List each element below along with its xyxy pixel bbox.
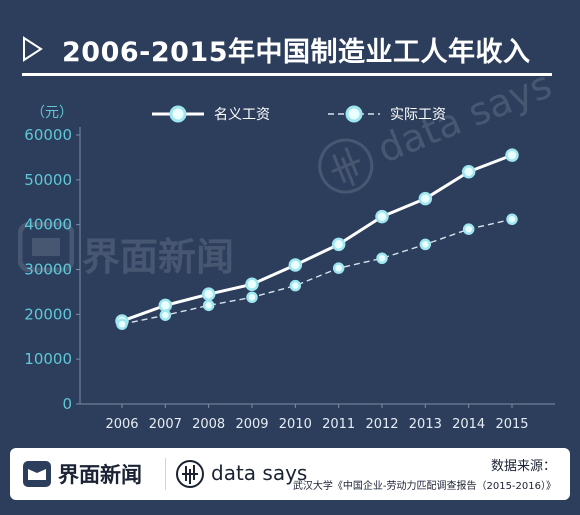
play-icon bbox=[23, 36, 43, 62]
data-point bbox=[461, 165, 476, 179]
footer-divider bbox=[165, 458, 166, 490]
data-point bbox=[201, 287, 216, 301]
jiemian-logo-icon bbox=[23, 461, 51, 487]
series-line-1 bbox=[121, 153, 513, 323]
datasays-name: data says bbox=[211, 461, 308, 485]
data-point bbox=[288, 258, 303, 272]
data-point bbox=[419, 238, 432, 251]
data-point bbox=[246, 291, 258, 304]
data-point bbox=[462, 223, 475, 235]
footer: 界面新闻 data says 数据来源： 武汉大学《中国企业-劳动力匹配调查报告… bbox=[10, 448, 570, 500]
data-point bbox=[332, 262, 345, 274]
x-tick-label: 2015 bbox=[495, 417, 528, 432]
data-point bbox=[331, 237, 346, 252]
data-point bbox=[505, 148, 519, 162]
x-tick-label: 2011 bbox=[322, 417, 355, 432]
data-point bbox=[158, 298, 173, 313]
x-tick-label: 2013 bbox=[409, 417, 442, 432]
title-underline bbox=[22, 73, 552, 76]
legend-label-2: 实际工资 bbox=[390, 107, 446, 123]
brand-name: 界面新闻 bbox=[58, 463, 142, 487]
y-tick-label: 60000 bbox=[24, 126, 72, 144]
y-tick-label: 0 bbox=[62, 395, 72, 413]
data-point bbox=[375, 209, 389, 224]
source-label: 数据来源： bbox=[490, 459, 556, 474]
y-axis-label: （元） bbox=[31, 105, 73, 121]
data-point bbox=[289, 279, 302, 292]
data-point bbox=[376, 252, 388, 265]
data-point bbox=[116, 318, 128, 330]
legend-label-1: 名义工资 bbox=[214, 107, 270, 123]
data-point bbox=[159, 309, 172, 321]
line-chart: 0 10000 20000 30000 40000 50000 60000 （元） 2006 20… bbox=[24, 105, 555, 432]
x-tick-label: 2010 bbox=[279, 417, 312, 432]
x-tick-label: 2014 bbox=[452, 417, 485, 432]
series-line-2 bbox=[121, 218, 513, 325]
x-tick-label: 2006 bbox=[105, 417, 138, 432]
x-tick-label: 2012 bbox=[365, 417, 398, 432]
data-point bbox=[506, 213, 518, 226]
source-text: 武汉大学《中国企业-劳动力匹配调查报告（2015-2016）》 bbox=[292, 481, 556, 492]
datasays-logo-icon bbox=[176, 460, 204, 488]
y-tick-label: 30000 bbox=[24, 261, 72, 279]
x-tick-label: 2008 bbox=[192, 417, 225, 432]
data-point bbox=[245, 277, 259, 292]
page-title: 2006-2015年中国制造业工人年收入 bbox=[62, 37, 531, 68]
y-tick-label: 20000 bbox=[24, 305, 72, 323]
y-tick-label: 10000 bbox=[24, 350, 72, 368]
legend-marker-2 bbox=[345, 105, 363, 123]
data-point bbox=[202, 299, 215, 312]
y-tick-label: 50000 bbox=[24, 171, 72, 189]
header: 2006-2015年中国制造业工人年收入 bbox=[0, 0, 580, 80]
y-tick-label: 40000 bbox=[24, 216, 72, 234]
x-tick-label: 2007 bbox=[149, 417, 182, 432]
x-tick-label: 2009 bbox=[235, 417, 268, 432]
data-point bbox=[418, 191, 433, 206]
legend-marker-1 bbox=[169, 105, 187, 123]
